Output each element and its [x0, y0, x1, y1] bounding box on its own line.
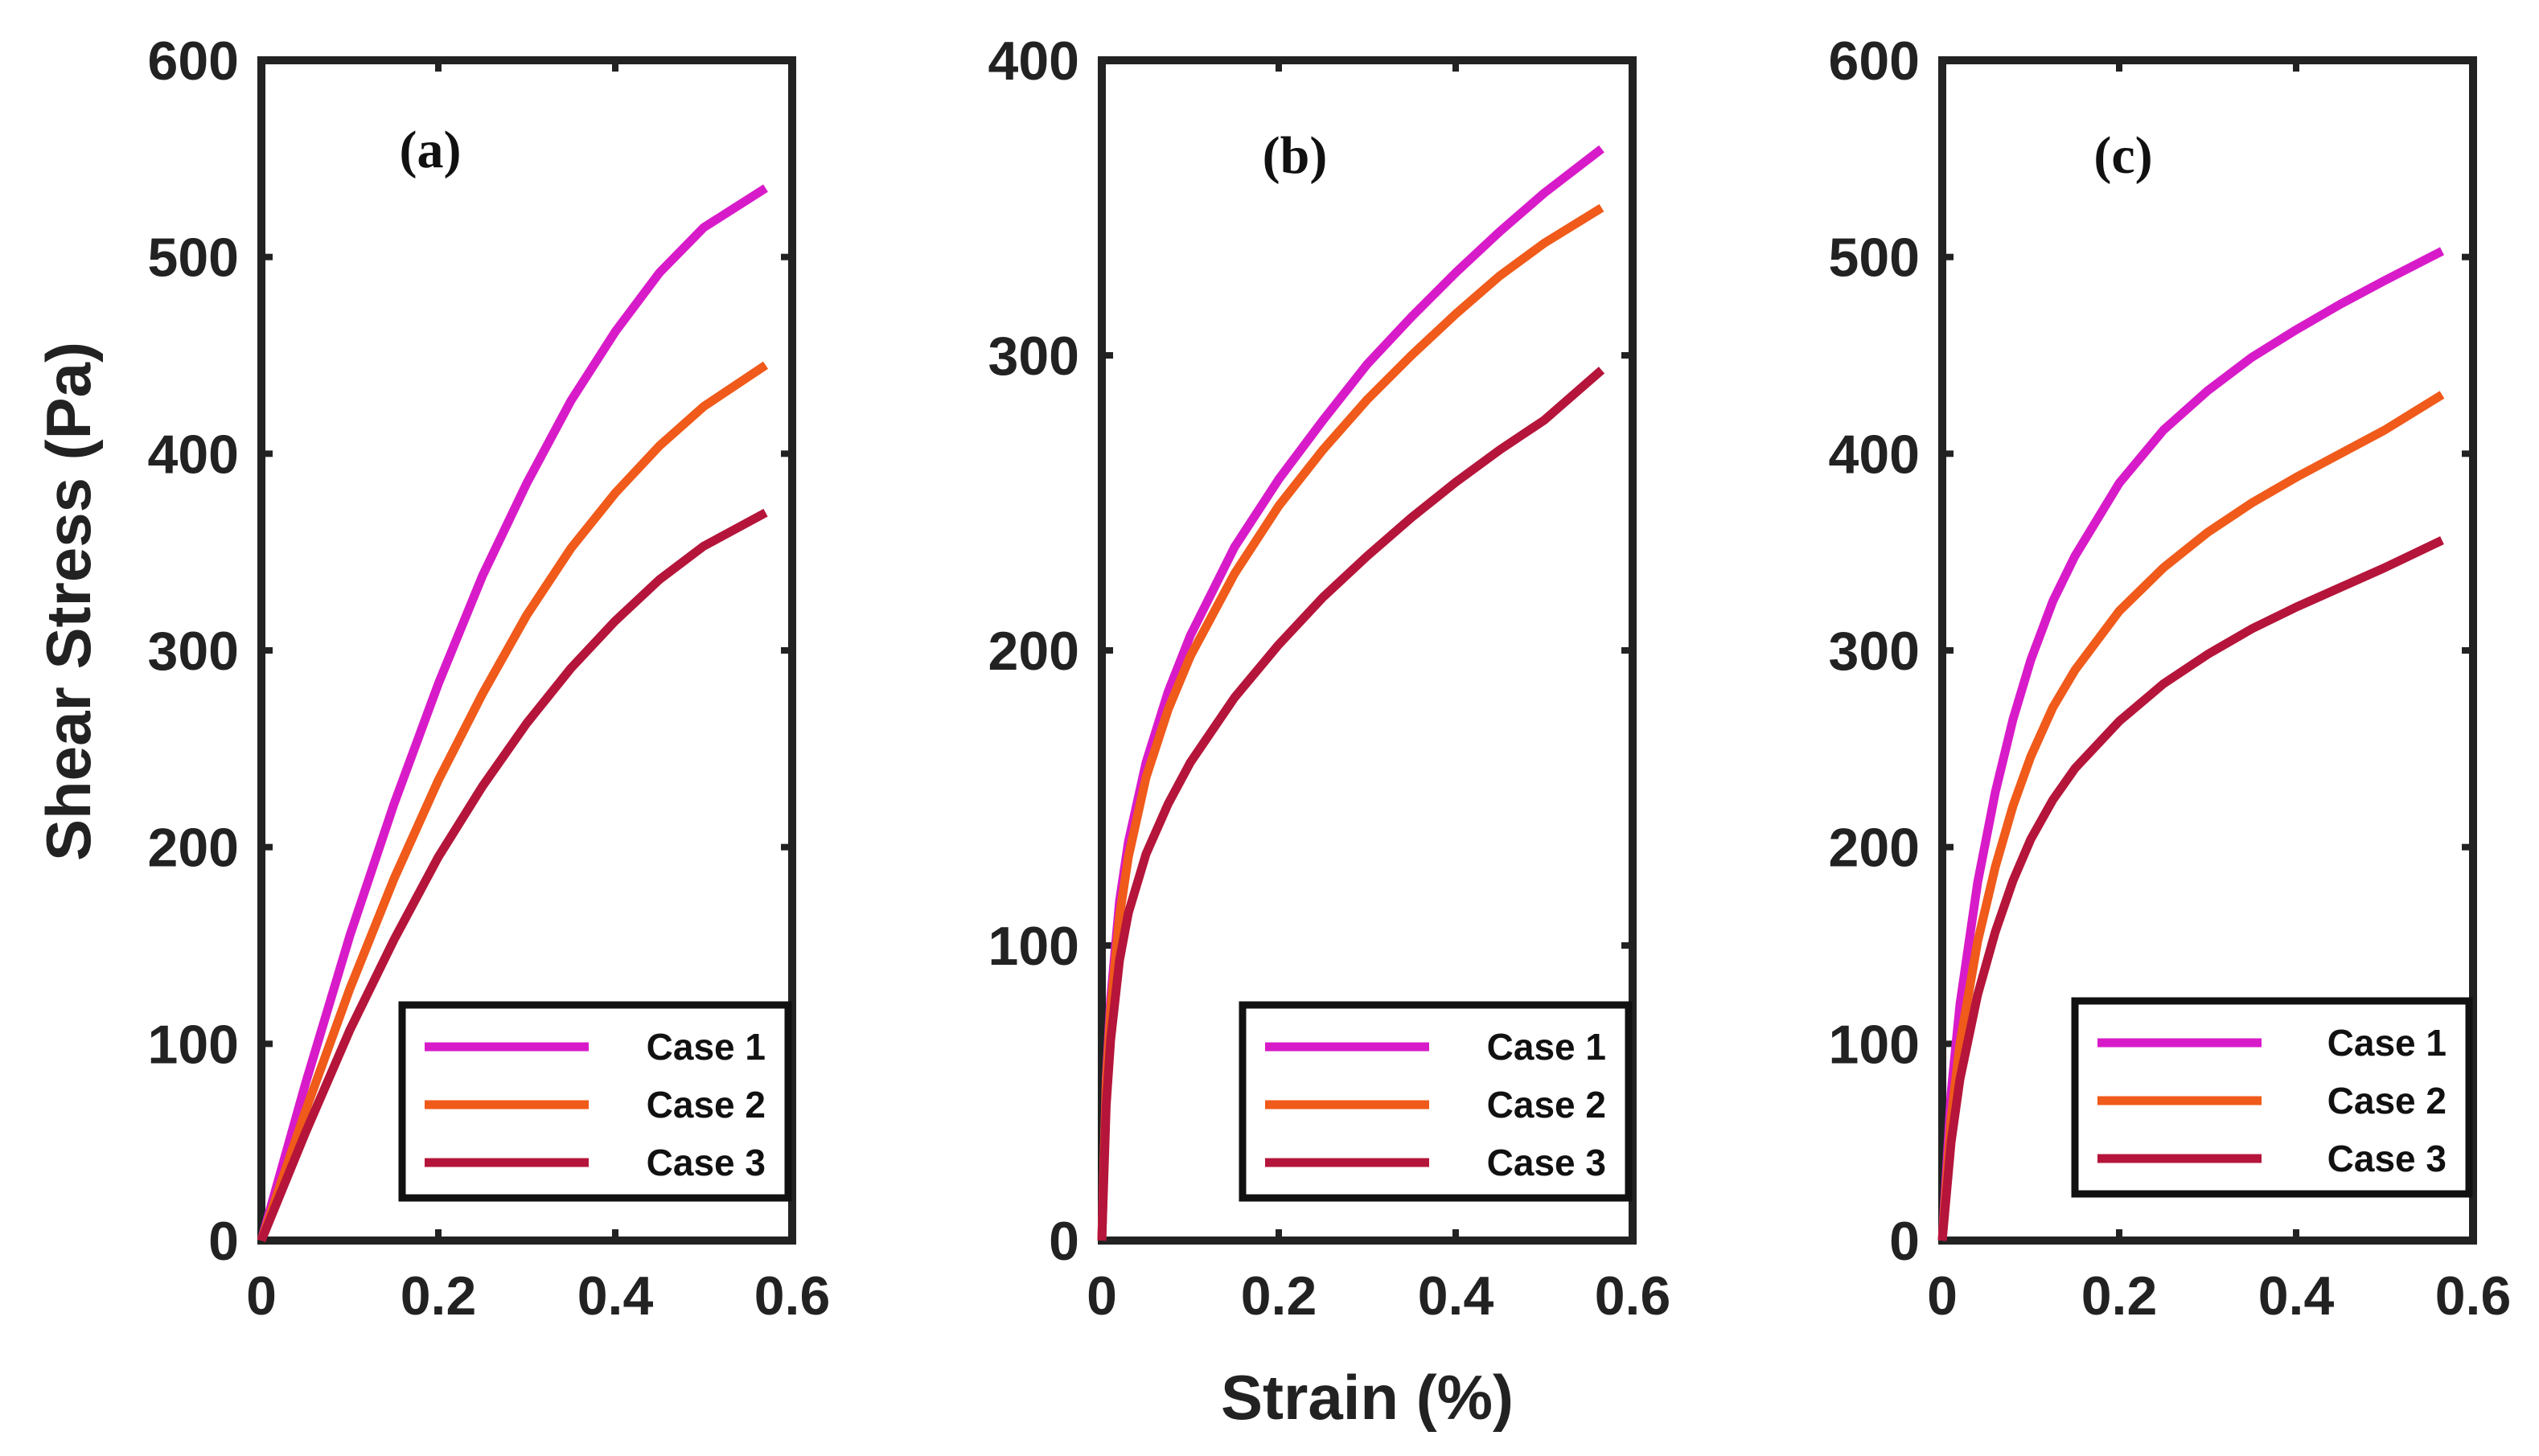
y-tick-label: 0: [1049, 1211, 1079, 1272]
legend: Case 1 Case 2 Case 3: [398, 1001, 792, 1202]
y-tick-label: 100: [148, 1014, 239, 1075]
series-line-case-3: [257, 508, 768, 1243]
series-line-case-2: [257, 361, 769, 1242]
x-tick-label: 0: [1087, 1265, 1117, 1327]
legend-label: Case 2: [2327, 1080, 2447, 1122]
y-tick-label: 300: [1829, 621, 1920, 682]
x-tick-label: 0.4: [2258, 1265, 2335, 1327]
y-tick-label: 200: [148, 818, 239, 879]
y-tick-label: 300: [148, 621, 239, 682]
y-tick-label: 500: [1829, 228, 1920, 289]
y-tick-label: 600: [148, 31, 239, 92]
x-tick-label: 0.6: [754, 1265, 831, 1327]
y-tick-label: 500: [148, 228, 239, 289]
x-tick-label: 0.6: [1595, 1265, 1671, 1327]
legend-label: Case 1: [2327, 1022, 2447, 1064]
x-tick-label: 0.2: [2081, 1265, 2158, 1327]
series-line-case-2: [1097, 203, 1604, 1241]
legend: Case 1 Case 2 Case 3: [1239, 1001, 1633, 1202]
y-tick-label: 600: [1829, 31, 1920, 92]
y-tick-label: 0: [208, 1211, 239, 1272]
legend: Case 1 Case 2 Case 3: [2071, 997, 2473, 1198]
panel-label: (b): [1263, 126, 1328, 185]
x-tick-label: 0.6: [2435, 1265, 2512, 1327]
series-line-case-3: [1937, 536, 2444, 1241]
x-tick-label: 0.4: [1418, 1265, 1494, 1327]
y-tick-label: 400: [148, 424, 239, 485]
series-line-case-1: [257, 184, 768, 1242]
x-axis-title: Strain (%): [1221, 1362, 1514, 1433]
panel-label: (a): [400, 121, 462, 179]
series-line-case-1: [1937, 247, 2445, 1241]
legend-label: Case 3: [1487, 1142, 1606, 1183]
y-tick-label: 200: [988, 621, 1079, 682]
series-line-case-3: [1097, 367, 1605, 1241]
legend-label: Case 2: [647, 1084, 766, 1126]
y-tick-label: 200: [1829, 818, 1920, 879]
x-tick-label: 0: [246, 1265, 277, 1327]
legend-label: Case 1: [1487, 1026, 1606, 1068]
y-tick-label: 400: [1829, 424, 1920, 485]
legend-label: Case 3: [647, 1142, 766, 1183]
series-line-case-2: [1937, 391, 2445, 1241]
y-tick-label: 400: [988, 31, 1079, 92]
y-tick-label: 100: [1829, 1014, 1920, 1075]
y-axis-title: Shear Stress (Pa): [33, 342, 104, 861]
legend-label: Case 1: [647, 1026, 766, 1068]
y-tick-label: 100: [988, 916, 1079, 977]
x-tick-label: 0: [1927, 1265, 1958, 1327]
y-tick-label: 300: [988, 326, 1079, 387]
y-tick-label: 0: [1889, 1211, 1920, 1272]
x-tick-label: 0.2: [401, 1265, 477, 1327]
x-tick-label: 0.4: [577, 1265, 654, 1327]
legend-label: Case 3: [2327, 1138, 2447, 1179]
panel-label: (c): [2093, 126, 2152, 185]
x-tick-label: 0.2: [1241, 1265, 1317, 1327]
legend-label: Case 2: [1487, 1084, 1606, 1126]
